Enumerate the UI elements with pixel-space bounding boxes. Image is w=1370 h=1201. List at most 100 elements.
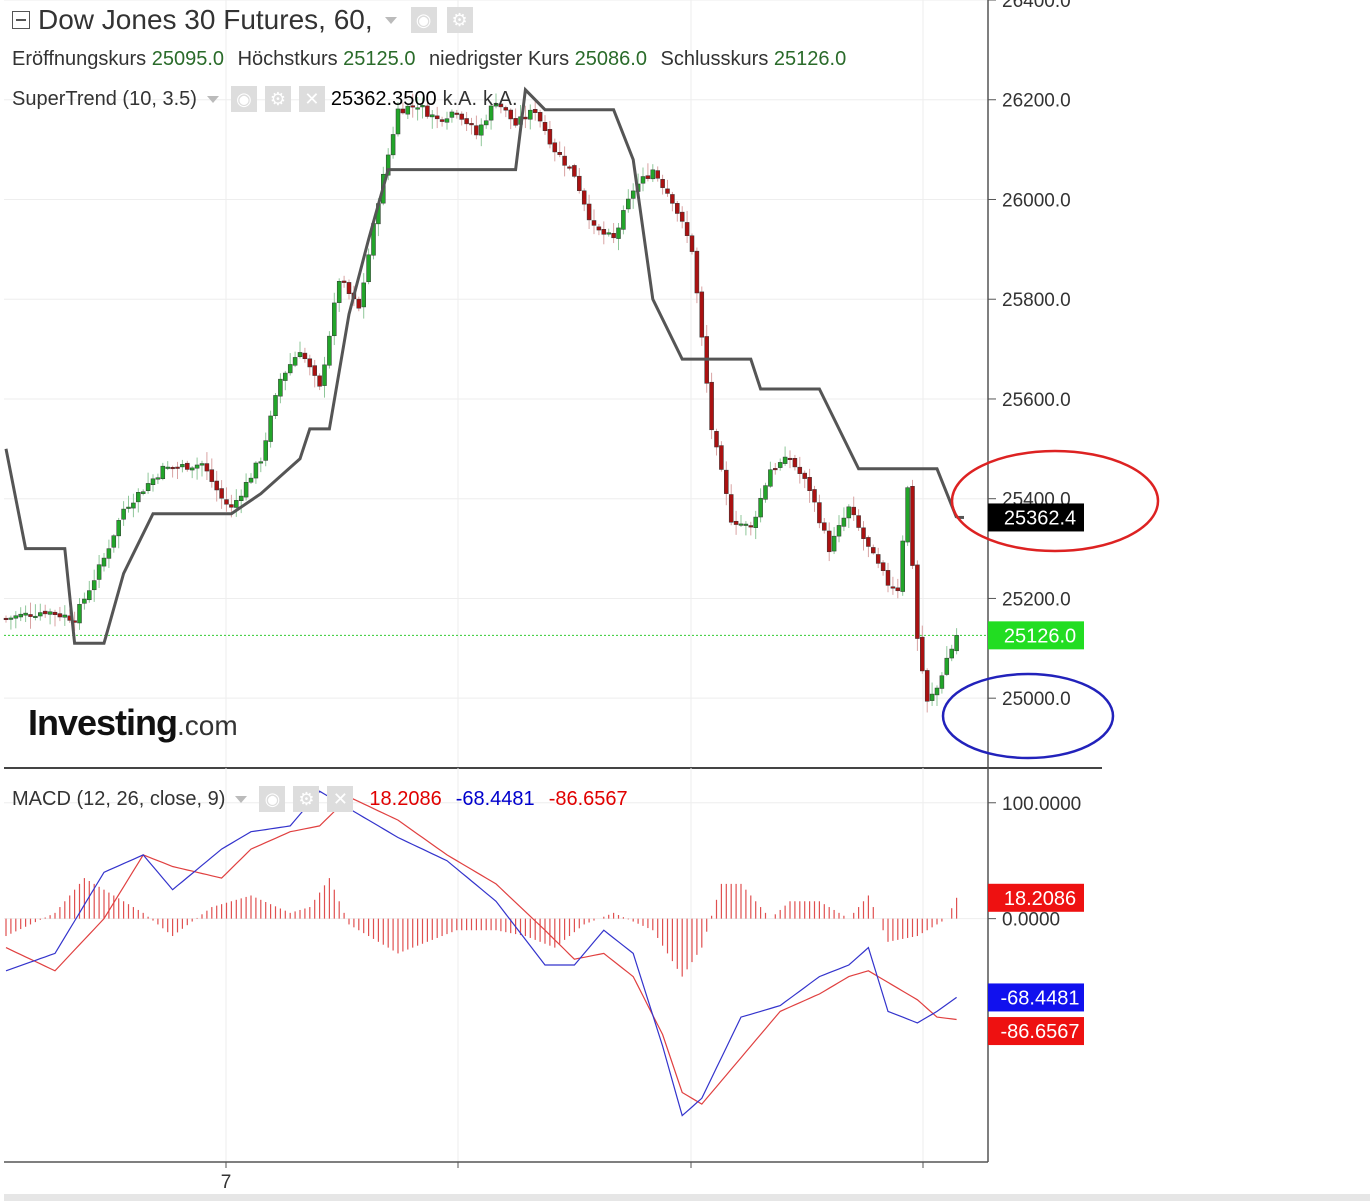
collapse-icon[interactable] <box>12 11 30 29</box>
price-tick-label: 25800.0 <box>1002 290 1071 311</box>
candle-body <box>483 120 489 126</box>
supertrend-price-tag: 25362.4 <box>988 503 1084 532</box>
eye-icon[interactable]: ◉ <box>230 86 257 112</box>
candle-body <box>738 523 744 526</box>
candle-body <box>861 527 866 539</box>
candle-body <box>787 457 793 460</box>
candle-body <box>924 670 930 702</box>
candle-body <box>728 494 734 523</box>
candle-body <box>626 198 631 210</box>
candle-body <box>645 175 651 179</box>
candle-body <box>601 229 607 235</box>
macd-signal-tag: -86.6567 <box>988 1017 1084 1046</box>
candle-body <box>572 165 577 177</box>
candle-body <box>679 211 685 222</box>
chevron-down-icon[interactable] <box>384 16 397 24</box>
candle-body <box>209 469 215 482</box>
candle-body <box>96 564 102 580</box>
gear-icon[interactable]: ⚙ <box>446 7 473 33</box>
candle-body <box>694 250 700 294</box>
logo-suffix: .com <box>177 710 238 741</box>
price-tick-label: 25600.0 <box>1002 390 1071 411</box>
candle-body <box>292 357 298 366</box>
title-row: Dow Jones 30 Futures, 60, ◉ ⚙ <box>12 4 473 36</box>
eye-icon[interactable]: ◉ <box>259 786 286 812</box>
candle-body <box>773 468 778 471</box>
candle-body <box>459 113 464 120</box>
candle-body <box>586 203 592 221</box>
candle-body <box>758 497 763 518</box>
price-tick-label: 26400.0 <box>1002 0 1071 12</box>
macd-tick-label: 0.0000 <box>1002 910 1060 931</box>
candle-body <box>851 506 856 516</box>
candle-body <box>332 302 337 337</box>
price-axis-ticks: 26400.026200.026000.025800.025600.025400… <box>988 0 1071 710</box>
close-icon[interactable]: ✕ <box>298 86 325 112</box>
bottom-scrollbar[interactable] <box>4 1194 1370 1201</box>
candle-body <box>650 169 656 180</box>
close-label: Schlusskurs <box>660 48 769 70</box>
supertrend-legend: SuperTrend (10, 3.5) ◉ ⚙ ✕ 25362.3500 k.… <box>12 86 518 112</box>
candle-body <box>782 456 788 464</box>
candle-body <box>170 467 175 470</box>
candle-body <box>425 105 430 117</box>
candle-body <box>126 506 131 509</box>
macd-signal-line <box>5 796 957 1105</box>
macd-line-tag-text: -68.4481 <box>1001 987 1080 1009</box>
candle-body <box>885 570 891 586</box>
candle-body <box>714 431 719 448</box>
candle-body <box>297 352 303 357</box>
candle-body <box>23 612 28 616</box>
candle-body <box>131 502 136 509</box>
candle-body <box>444 118 450 123</box>
candle-body <box>77 604 82 624</box>
candle-body <box>532 109 538 113</box>
candle-body <box>831 535 837 552</box>
eye-icon[interactable]: ◉ <box>410 7 437 33</box>
candle-body <box>33 615 38 618</box>
macd-line <box>5 790 957 1117</box>
candle-body <box>327 335 332 366</box>
last-price-tag: 25126.0 <box>988 621 1084 650</box>
time-axis-label-7: 7 <box>221 1172 232 1193</box>
candle-body <box>38 612 43 617</box>
candle-body <box>214 480 219 491</box>
gear-icon[interactable]: ⚙ <box>264 86 291 112</box>
chevron-down-icon[interactable] <box>235 795 248 803</box>
candle-body <box>689 235 695 252</box>
price-tick-label: 25000.0 <box>1002 689 1071 710</box>
candle-body <box>596 226 602 231</box>
close-icon[interactable]: ✕ <box>327 786 354 812</box>
gear-icon[interactable]: ⚙ <box>293 786 320 812</box>
candles <box>3 93 959 713</box>
candle-body <box>317 375 322 387</box>
macd-label[interactable]: MACD (12, 26, close, 9) <box>12 787 226 810</box>
candle-body <box>180 464 185 468</box>
candle-body <box>47 611 53 615</box>
open-label: Eröffnungskurs <box>12 48 147 70</box>
candle-body <box>52 611 58 615</box>
chevron-down-icon[interactable] <box>206 95 219 103</box>
price-tick-label: 26200.0 <box>1002 91 1071 112</box>
macd-line-tag: -68.4481 <box>988 983 1084 1012</box>
price-tick-label: 25200.0 <box>1002 589 1071 610</box>
chart-header: Dow Jones 30 Futures, 60, ◉ ⚙ Eröffnungs… <box>0 0 990 120</box>
candle-body <box>508 109 513 120</box>
candle-body <box>395 108 401 135</box>
candle-body <box>449 111 455 118</box>
candle-body <box>385 154 391 176</box>
macd-line-value: -68.4481 <box>455 787 535 810</box>
candle-body <box>890 586 896 589</box>
supertrend-label[interactable]: SuperTrend (10, 3.5) <box>12 87 197 110</box>
candle-body <box>871 547 876 554</box>
candle-body <box>469 123 474 126</box>
candle-body <box>434 115 440 120</box>
candle-body <box>140 491 146 494</box>
candle-body <box>356 298 362 309</box>
candle-body <box>415 107 420 110</box>
macd-tick-label: 100.0000 <box>1002 794 1081 815</box>
low-label: niedrigster Kurs <box>429 48 570 70</box>
candle-body <box>28 614 33 617</box>
candle-body <box>768 469 773 487</box>
